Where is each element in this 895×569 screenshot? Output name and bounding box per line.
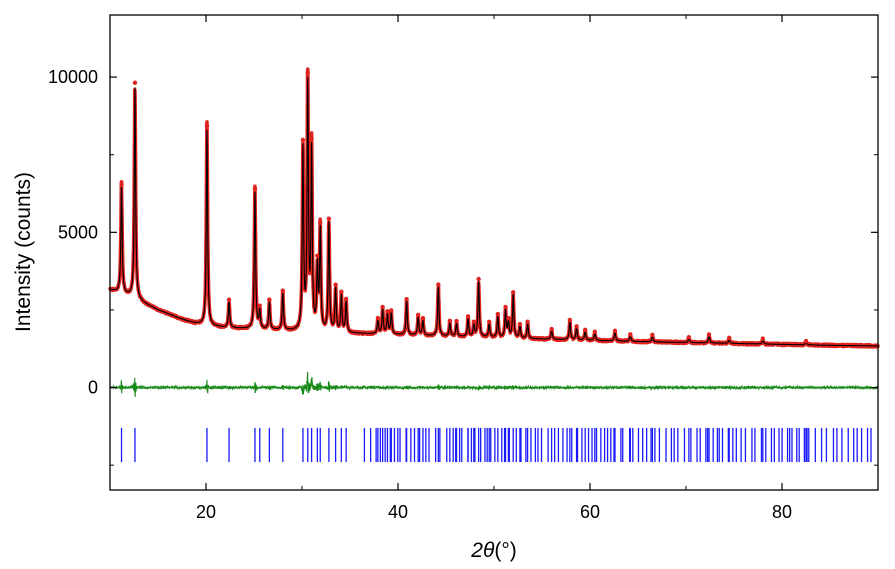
observed-peak-point	[628, 332, 633, 337]
observed-peak-point	[343, 296, 349, 302]
observed-peak-point	[385, 309, 390, 314]
plot-area	[108, 67, 880, 463]
observed-peak-point	[420, 316, 426, 321]
observed-peak-point	[226, 297, 232, 302]
observed-peak-point	[267, 297, 272, 302]
observed-peak-point	[415, 312, 421, 318]
observed-peak-point	[339, 289, 344, 294]
observed-peak-point	[574, 324, 579, 329]
observed-peak-point	[495, 311, 501, 317]
observed-peak-point	[119, 181, 124, 187]
observed-peak-point	[300, 137, 306, 143]
observed-peak-point	[476, 276, 481, 282]
calculated-profile	[109, 77, 878, 347]
observed-peak-point	[465, 314, 471, 319]
observed-peak-point	[583, 327, 588, 333]
observed-peak-point	[305, 70, 310, 75]
y-tick-label: 10000	[48, 67, 98, 87]
x-tick-label: 80	[772, 502, 792, 522]
observed-peak-point	[252, 186, 258, 192]
observed-peak-point	[454, 318, 459, 324]
observed-peak-point	[471, 319, 477, 324]
axis-ticks: 20 40 60 80 0 5000 10000	[48, 15, 879, 522]
observed-peak-point	[436, 282, 441, 287]
observed-peak-point	[517, 321, 523, 327]
observed-peak-point	[389, 308, 394, 313]
x-tick-label: 40	[388, 502, 408, 522]
observed-peak-point	[706, 332, 712, 337]
observed-peak-point	[727, 335, 732, 341]
observed-peak-point	[204, 123, 210, 129]
observed-peak-point	[280, 288, 285, 293]
observed-peak-point	[760, 336, 765, 341]
plot-frame	[109, 14, 879, 491]
observed-peak-point	[803, 338, 809, 344]
observed-peak-point	[650, 332, 655, 338]
observed-peak-point	[326, 216, 332, 221]
observed-peak-point	[503, 304, 508, 310]
observed-peak-point	[333, 282, 338, 287]
y-tick-label: 0	[88, 378, 98, 398]
observed-peak-point	[686, 334, 692, 340]
observed-peak-point	[132, 80, 138, 85]
observed-peak-point	[318, 220, 323, 225]
x-axis-title: 2θ(°)	[470, 539, 516, 562]
observed-peak-point	[592, 329, 597, 334]
observed-peak-point	[380, 304, 385, 310]
observed-peak-point	[511, 290, 516, 295]
observed-profile	[108, 67, 880, 349]
observed-peak-point	[549, 326, 554, 332]
difference-curve	[109, 371, 879, 398]
observed-peak-point	[567, 317, 573, 323]
observed-peak-point	[525, 319, 530, 324]
observed-peak-point	[447, 318, 453, 324]
y-tick-label: 5000	[58, 222, 98, 242]
observed-peak-point	[375, 315, 381, 321]
y-axis-title: Intensity (counts)	[12, 172, 35, 332]
observed-peak-point	[404, 297, 409, 302]
observed-peak-point	[612, 328, 618, 333]
x-tick-label: 20	[196, 502, 216, 522]
x-tick-label: 60	[580, 502, 600, 522]
observed-peak-point	[315, 253, 320, 258]
observed-peak-point	[309, 136, 314, 141]
observed-peak-point	[257, 303, 262, 308]
observed-peak-point	[487, 319, 492, 324]
observed-peak-point	[506, 316, 511, 321]
